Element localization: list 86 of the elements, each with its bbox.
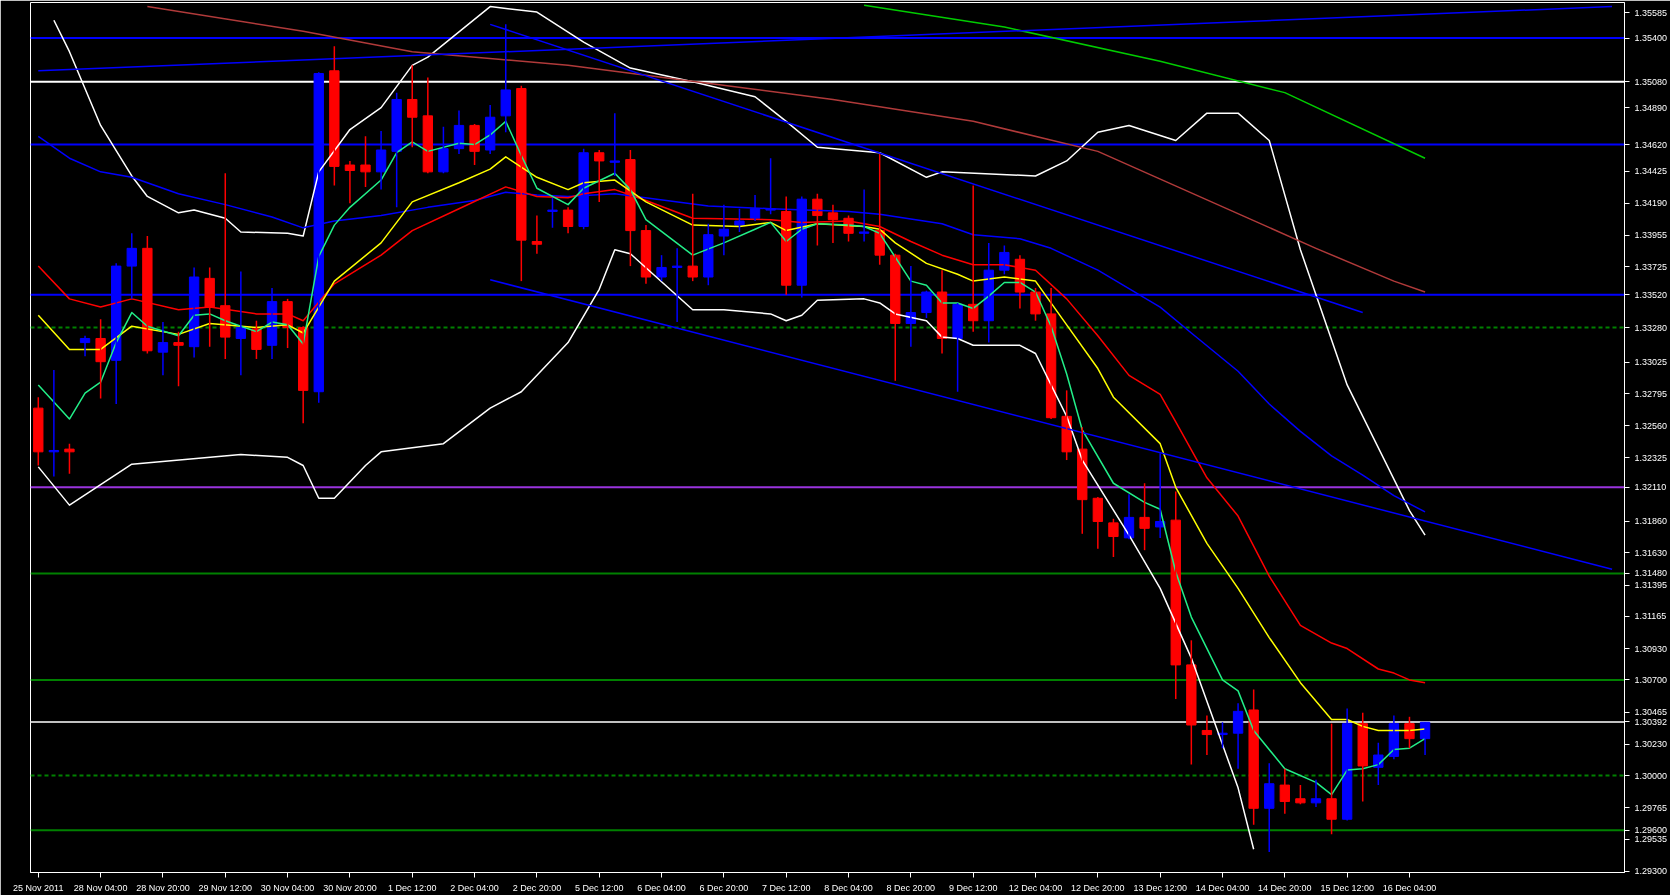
y-tick-label: 1.30930	[1634, 643, 1668, 654]
x-tick-label: 9 Dec 12:00	[948, 882, 998, 893]
ref-line-label: 1.31480	[1634, 568, 1668, 579]
candlestick	[1139, 482, 1150, 551]
x-tick-label: 14 Dec 20:00	[1258, 882, 1312, 893]
candlestick	[858, 188, 870, 243]
y-tick-label: 1.30230	[1634, 739, 1668, 750]
x-tick-label: 25 Nov 2011	[13, 882, 64, 893]
y-tick-label: 1.31630	[1634, 547, 1668, 558]
x-tick-label: 30 Nov 20:00	[323, 882, 377, 893]
candlestick	[95, 318, 106, 400]
candlestick	[1186, 639, 1197, 766]
x-tick-label: 7 Dec 12:00	[761, 882, 811, 893]
candlestick	[952, 302, 963, 393]
candlestick	[687, 192, 698, 282]
ref-line-label: 1.30000	[1634, 770, 1668, 781]
y-tick-label: 1.34190	[1634, 198, 1668, 209]
x-tick-label: 30 Nov 04:00	[260, 882, 315, 893]
line-series	[37, 248, 1255, 851]
candlestick	[1108, 518, 1119, 558]
x-tick-label: 2 Dec 04:00	[450, 882, 499, 893]
candlestick	[329, 45, 340, 187]
candlestick	[703, 223, 714, 286]
y-tick-label: 1.30465	[1634, 707, 1668, 718]
y-tick-label: 1.34890	[1634, 102, 1668, 113]
candlestick	[656, 254, 667, 282]
x-tick-label: 29 Nov 12:00	[198, 882, 253, 893]
x-tick-label: 5 Dec 12:00	[574, 882, 624, 893]
candlestick	[1248, 688, 1259, 826]
candlestick	[1295, 784, 1306, 805]
y-tick-label: 1.32795	[1634, 388, 1668, 399]
candlestick	[1030, 287, 1041, 322]
ref-line-label: 1.35400	[1634, 33, 1668, 44]
x-tick-label: 2 Dec 20:00	[512, 882, 562, 893]
line-series	[146, 5, 1426, 293]
x-tick-label: 28 Nov 20:00	[136, 882, 190, 893]
y-tick-label: 1.33725	[1634, 261, 1668, 272]
y-tick-label: 1.31860	[1634, 516, 1668, 527]
candlestick	[1326, 722, 1337, 836]
candlestick	[734, 207, 745, 233]
candlestick	[251, 319, 262, 360]
candlestick	[33, 396, 44, 467]
y-tick-label: 1.31165	[1634, 611, 1667, 622]
x-tick-label: 1 Dec 12:00	[387, 882, 437, 893]
candlestick	[1357, 711, 1368, 803]
x-tick-label: 14 Dec 04:00	[1195, 882, 1250, 893]
candlestick	[1170, 490, 1181, 700]
ref-line-label: 1.30700	[1634, 674, 1668, 685]
x-tick-label: 12 Dec 20:00	[1071, 882, 1125, 893]
y-tick-label: 1.34425	[1634, 166, 1668, 177]
x-tick-label: 16 Dec 04:00	[1382, 882, 1437, 893]
candlestick	[142, 235, 153, 355]
x-tick-label: 28 Nov 04:00	[73, 882, 128, 893]
y-tick-label: 1.29765	[1634, 802, 1668, 813]
y-tick-label: 1.29535	[1634, 834, 1668, 845]
y-tick-label: 1.29300	[1634, 866, 1668, 877]
ref-line-label: 1.34620	[1634, 139, 1668, 150]
candlestick	[360, 135, 371, 188]
x-tick-label: 8 Dec 04:00	[824, 882, 873, 893]
x-tick-label: 13 Dec 12:00	[1133, 882, 1187, 893]
ref-line-label: 1.29600	[1634, 825, 1668, 836]
candlestick	[547, 197, 558, 229]
ref-line-label: 1.30392	[1634, 716, 1668, 727]
line-series	[863, 4, 1426, 159]
ref-line-label: 1.33520	[1634, 289, 1668, 300]
y-tick-label: 1.32560	[1634, 420, 1668, 431]
candlestick	[999, 244, 1010, 276]
y-tick-label: 1.33955	[1634, 230, 1668, 241]
x-tick-label: 6 Dec 20:00	[699, 882, 749, 893]
candlestick	[1077, 426, 1088, 535]
x-tick-label: 8 Dec 20:00	[886, 882, 936, 893]
candlestick	[890, 253, 901, 382]
x-tick-label: 12 Dec 04:00	[1008, 882, 1063, 893]
ref-line-label: 1.32110	[1634, 482, 1667, 493]
ref-line-label: 1.33280	[1634, 322, 1668, 333]
x-tick-label: 6 Dec 04:00	[637, 882, 686, 893]
ref-line-label: 1.35080	[1634, 76, 1668, 87]
candlestick	[469, 123, 480, 166]
candlestick	[204, 266, 215, 348]
y-tick-label: 1.32325	[1634, 452, 1668, 463]
y-tick-label: 1.33025	[1634, 357, 1668, 368]
candlestick	[173, 330, 184, 388]
y-tick-label: 1.31395	[1634, 580, 1668, 590]
y-tick-label: 1.35585	[1634, 7, 1668, 18]
candlestick	[64, 442, 75, 475]
x-tick-label: 15 Dec 12:00	[1320, 882, 1374, 893]
